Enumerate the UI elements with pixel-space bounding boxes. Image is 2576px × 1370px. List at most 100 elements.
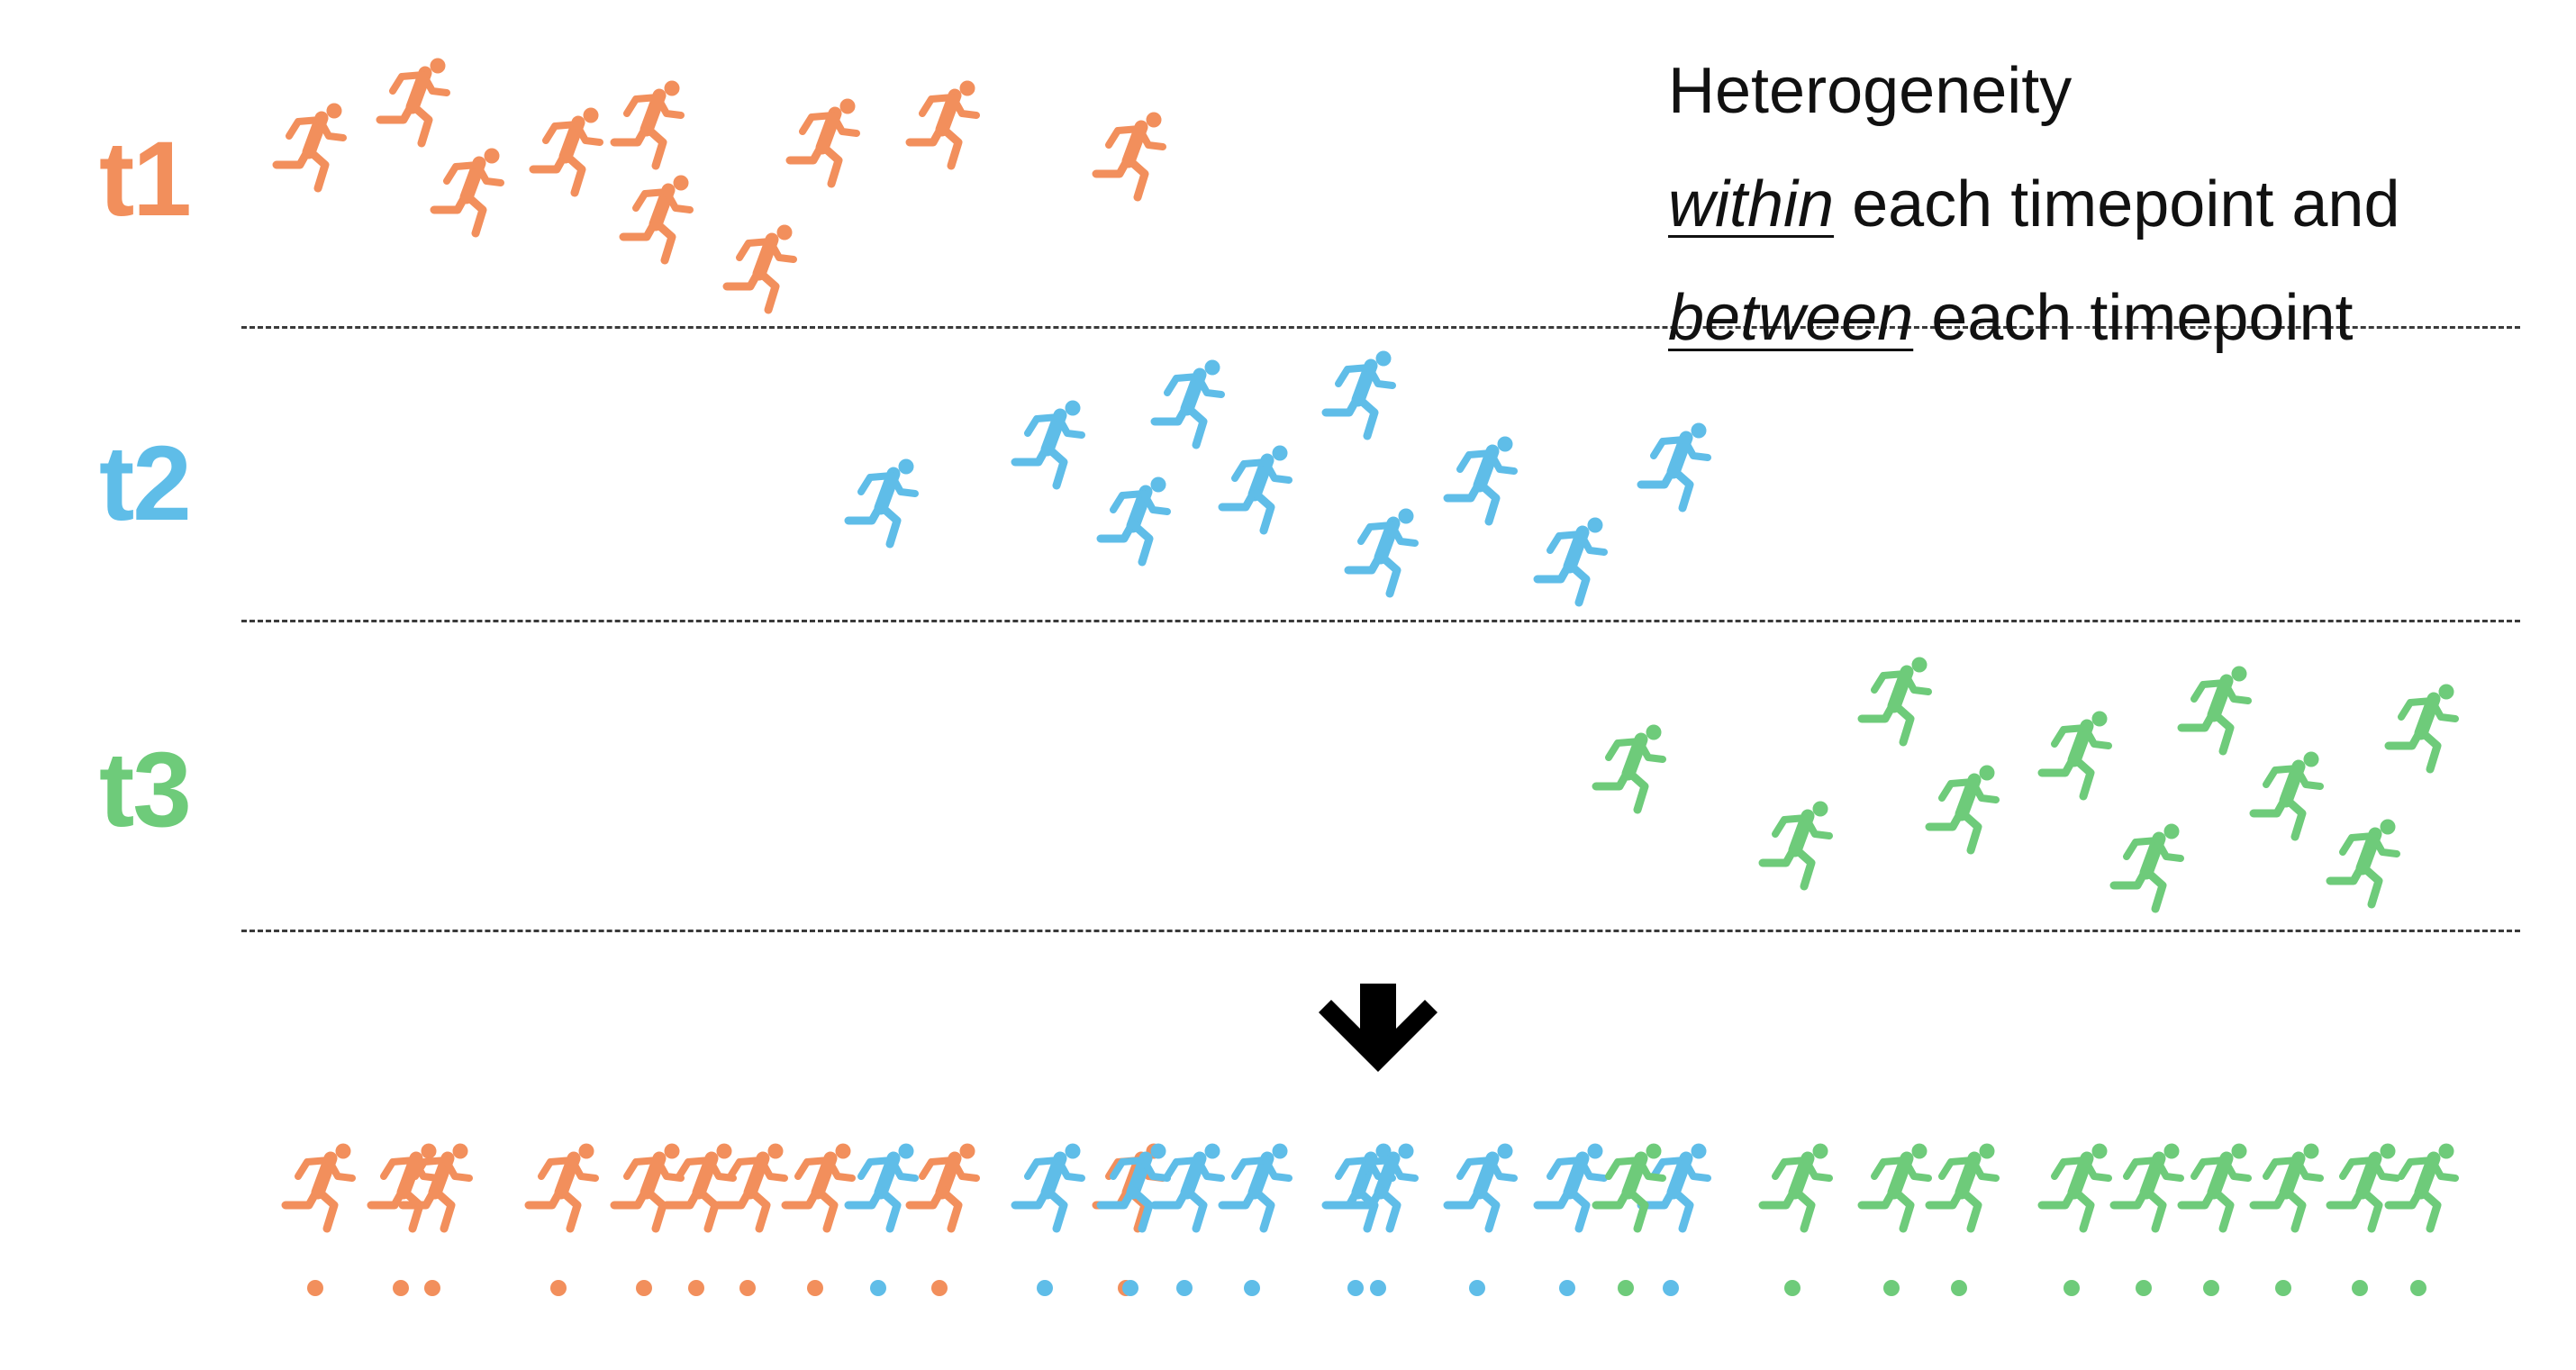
position-dot <box>1663 1280 1679 1296</box>
position-dot <box>424 1280 440 1296</box>
running-person-icon <box>1101 477 1167 562</box>
position-dot <box>1347 1280 1364 1296</box>
running-person-icon <box>380 59 447 143</box>
position-dot <box>550 1280 567 1296</box>
running-person-icon <box>1015 1144 1082 1229</box>
running-person-icon <box>785 1144 852 1229</box>
running-person-icon <box>910 81 976 166</box>
caption-line-1: Heterogeneity <box>1668 55 2073 127</box>
running-person-icon <box>790 99 857 184</box>
position-dot <box>739 1280 756 1296</box>
row-label-t1: t1 <box>99 120 192 239</box>
running-person-icon <box>2389 1144 2455 1229</box>
position-dot <box>1784 1280 1800 1296</box>
position-dot <box>1559 1280 1575 1296</box>
running-person-icon <box>2254 752 2320 837</box>
position-dot <box>688 1280 704 1296</box>
caption-line-2-rest: each timepoint and <box>1834 168 2400 240</box>
caption-line-3: between each timepoint <box>1668 261 2400 375</box>
row-divider-2 <box>241 620 2520 622</box>
running-person-icon <box>1222 446 1289 531</box>
caption-between-emphasis: between <box>1668 282 1914 354</box>
caption-within-emphasis: within <box>1668 168 1835 240</box>
combined-dots <box>307 1280 2426 1296</box>
running-person-icon <box>848 459 915 544</box>
running-person-icon <box>2114 824 2181 909</box>
running-person-icon <box>434 149 501 233</box>
down-arrow-icon <box>1319 984 1438 1072</box>
position-dot <box>1618 1280 1634 1296</box>
running-person-icon <box>1862 658 1928 742</box>
position-dot <box>807 1280 823 1296</box>
position-dot <box>1176 1280 1193 1296</box>
position-dot <box>393 1280 409 1296</box>
running-person-icon <box>614 1144 681 1229</box>
running-person-icon <box>277 104 343 188</box>
running-person-icon <box>1537 518 1604 603</box>
running-person-icon <box>371 1144 438 1229</box>
running-person-icon <box>1862 1144 1928 1229</box>
running-person-icon <box>2254 1144 2320 1229</box>
running-person-icon <box>1641 423 1708 508</box>
running-person-icon <box>1015 401 1082 485</box>
running-person-icon <box>1155 1144 1221 1229</box>
position-dot <box>1469 1280 1485 1296</box>
running-person-icon <box>1763 802 1829 886</box>
running-person-icon <box>1096 113 1163 197</box>
caption-line-2: within each timepoint and <box>1668 148 2400 261</box>
running-person-icon <box>848 1144 915 1229</box>
running-person-icon <box>2330 1144 2397 1229</box>
position-dot <box>931 1280 948 1296</box>
row-divider-3 <box>241 930 2520 932</box>
running-person-icon <box>2114 1144 2181 1229</box>
running-person-icon <box>910 1144 976 1229</box>
position-dot <box>2410 1280 2426 1296</box>
running-person-icon <box>614 81 681 166</box>
running-person-icon <box>1348 509 1415 594</box>
running-person-icon <box>1155 360 1221 445</box>
running-person-icon <box>533 108 600 193</box>
position-dot <box>1951 1280 1967 1296</box>
position-dot <box>1037 1280 1053 1296</box>
position-dot <box>307 1280 323 1296</box>
position-dot <box>2352 1280 2368 1296</box>
position-dot <box>1244 1280 1260 1296</box>
combined-runners <box>286 1144 2455 1229</box>
running-person-icon <box>2330 820 2397 904</box>
position-dot <box>2275 1280 2291 1296</box>
row-label-t2: t2 <box>99 424 192 543</box>
row-runners <box>277 59 2455 909</box>
row-label-t3: t3 <box>99 730 192 849</box>
position-dot <box>636 1280 652 1296</box>
running-person-icon <box>1326 351 1392 436</box>
position-dot <box>1122 1280 1138 1296</box>
running-person-icon <box>286 1144 352 1229</box>
running-person-icon <box>2181 1144 2248 1229</box>
position-dot <box>2203 1280 2219 1296</box>
running-person-icon <box>1763 1144 1829 1229</box>
running-person-icon <box>1537 1144 1604 1229</box>
caption-text: Heterogeneity within each timepoint and … <box>1668 34 2400 375</box>
running-person-icon <box>1596 725 1663 810</box>
running-person-icon <box>2389 685 2455 769</box>
running-person-icon <box>1929 1144 1996 1229</box>
position-dot <box>2136 1280 2152 1296</box>
running-person-icon <box>2042 1144 2109 1229</box>
running-person-icon <box>2042 712 2109 796</box>
running-person-icon <box>1596 1144 1663 1229</box>
running-person-icon <box>2181 667 2248 751</box>
position-dot <box>2064 1280 2080 1296</box>
position-dot <box>1883 1280 1900 1296</box>
running-person-icon <box>529 1144 595 1229</box>
running-person-icon <box>1447 437 1514 522</box>
running-person-icon <box>1447 1144 1514 1229</box>
position-dot <box>1370 1280 1386 1296</box>
position-dot <box>870 1280 886 1296</box>
running-person-icon <box>623 176 690 260</box>
running-person-icon <box>1101 1144 1167 1229</box>
row-divider-1 <box>241 326 2520 329</box>
caption-line-3-rest: each timepoint <box>1913 282 2354 354</box>
running-person-icon <box>1222 1144 1289 1229</box>
